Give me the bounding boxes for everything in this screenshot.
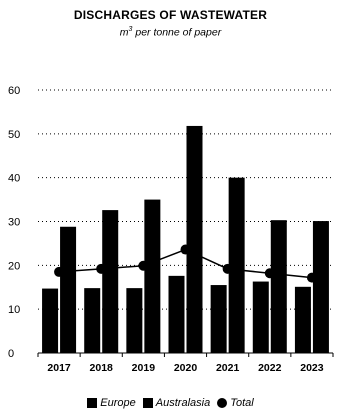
bar-europe-2021 bbox=[210, 285, 227, 353]
bar-australasia-2018 bbox=[102, 210, 119, 353]
legend-swatch-total bbox=[217, 398, 228, 408]
x-tick-label-2021: 2021 bbox=[216, 362, 240, 374]
x-tick-label-2017: 2017 bbox=[47, 362, 71, 374]
total-point-2018 bbox=[96, 263, 107, 274]
bar-europe-2017 bbox=[42, 288, 59, 353]
bar-europe-2022 bbox=[252, 281, 269, 353]
bar-australasia-2021 bbox=[228, 177, 245, 353]
x-tick-label-2022: 2022 bbox=[258, 362, 282, 374]
total-point-2021 bbox=[222, 263, 233, 274]
y-tick-label-0: 0 bbox=[8, 348, 14, 360]
x-tick-label-2023: 2023 bbox=[300, 362, 324, 374]
bar-australasia-2019 bbox=[144, 199, 161, 353]
bar-australasia-2022 bbox=[270, 220, 287, 353]
y-tick-label-60: 60 bbox=[8, 85, 20, 97]
chart-title: DISCHARGES OF WASTEWATER bbox=[73, 8, 268, 22]
y-tick-label-50: 50 bbox=[8, 129, 20, 141]
bar-europe-2023 bbox=[294, 286, 311, 353]
y-tick-label-10: 10 bbox=[8, 304, 20, 316]
x-tick-label-2019: 2019 bbox=[132, 362, 156, 374]
x-tick-label-2020: 2020 bbox=[174, 362, 198, 374]
y-tick-label-20: 20 bbox=[8, 260, 20, 272]
x-tick-label-2018: 2018 bbox=[90, 362, 114, 374]
y-tick-label-40: 40 bbox=[8, 173, 20, 185]
total-point-2023 bbox=[306, 272, 317, 283]
subtitle-text: per tonne of paper bbox=[132, 26, 222, 39]
total-point-2019 bbox=[138, 260, 149, 271]
bar-europe-2020 bbox=[168, 275, 185, 353]
axes bbox=[37, 352, 334, 357]
gridlines bbox=[38, 89, 333, 310]
legend-label-total: Total bbox=[230, 397, 254, 409]
bar-australasia-2023 bbox=[312, 221, 329, 353]
subtitle-unit: m bbox=[119, 26, 129, 39]
legend-item-total: Total bbox=[217, 397, 254, 409]
y-tick-label-30: 30 bbox=[8, 217, 20, 229]
axis-labels: 0 10 20 30 40 50 60 2017 2018 2019 2020 2021 2022 202… bbox=[8, 85, 324, 374]
bar-australasia-2017 bbox=[60, 226, 77, 353]
legend-item-australasia: Australasia bbox=[142, 397, 211, 409]
bar-europe-2018 bbox=[84, 288, 101, 353]
bar-europe-2019 bbox=[126, 288, 143, 353]
legend-swatch-australasia bbox=[142, 398, 153, 408]
legend: Europe Australasia Total bbox=[0, 397, 341, 411]
total-point-2022 bbox=[264, 268, 275, 279]
bars bbox=[42, 125, 329, 354]
subtitle-unit-exponent: 3 bbox=[128, 26, 133, 33]
total-point-2017 bbox=[54, 266, 65, 277]
legend-swatch-europe bbox=[87, 398, 98, 408]
legend-label-australasia: Australasia bbox=[155, 397, 211, 409]
total-line bbox=[54, 244, 317, 283]
legend-label-europe: Europe bbox=[100, 397, 136, 409]
total-point-2020 bbox=[180, 244, 191, 255]
chart-subtitle: m3 per tonne of paper bbox=[0, 26, 341, 39]
bar-australasia-2020 bbox=[186, 125, 203, 354]
legend-item-europe: Europe bbox=[87, 397, 136, 409]
